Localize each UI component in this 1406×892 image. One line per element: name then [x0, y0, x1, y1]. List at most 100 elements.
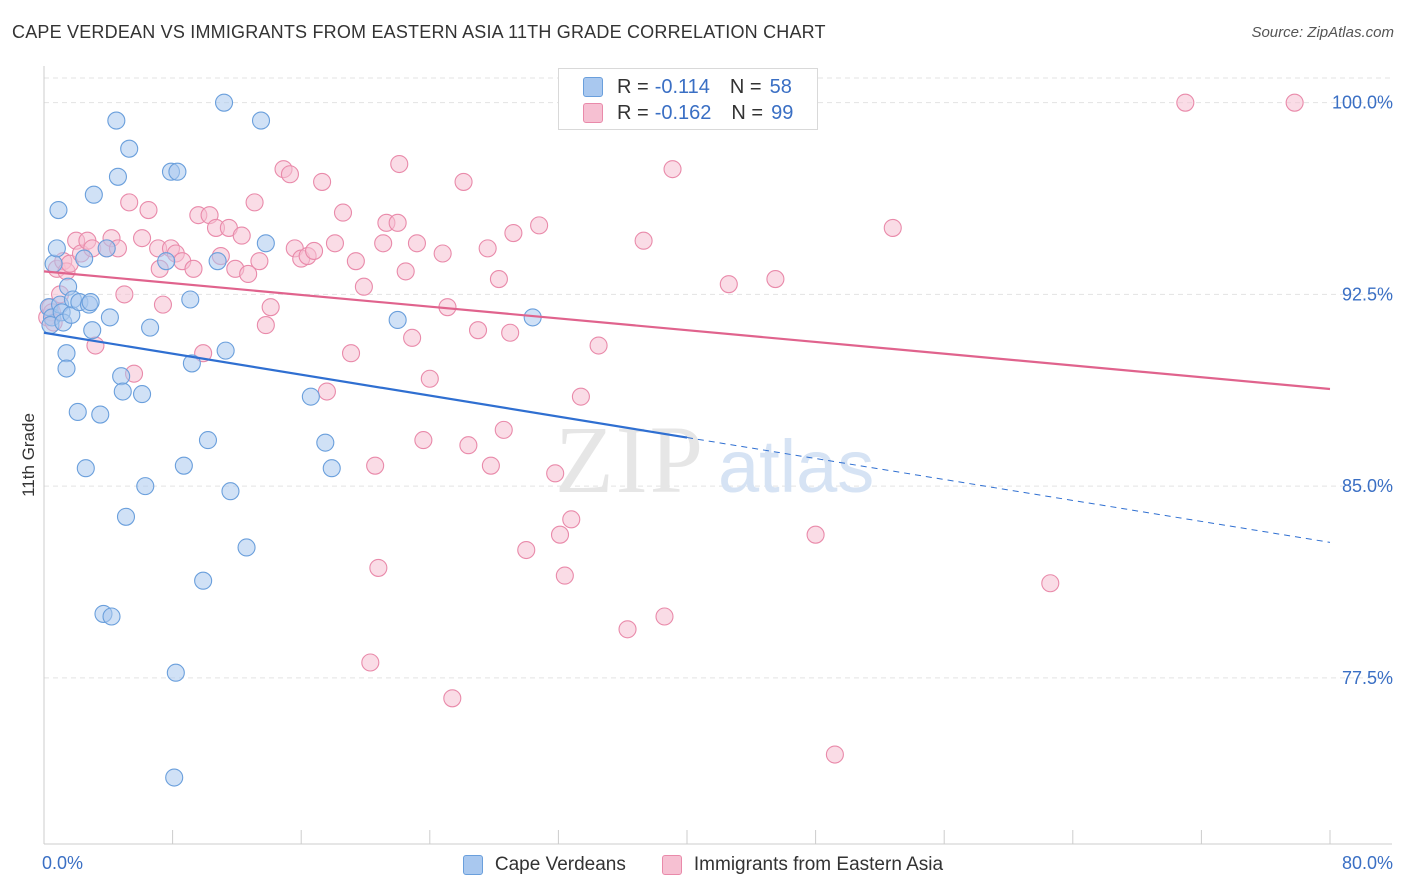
data-point[interactable]	[719, 275, 738, 294]
data-point[interactable]	[214, 93, 234, 112]
data-point[interactable]	[256, 316, 275, 335]
data-point[interactable]	[550, 525, 570, 544]
data-point[interactable]	[221, 482, 240, 501]
data-point[interactable]	[501, 323, 520, 342]
data-point[interactable]	[120, 193, 139, 212]
data-point[interactable]	[1285, 93, 1304, 112]
data-point[interactable]	[459, 436, 478, 455]
data-point[interactable]	[403, 328, 422, 347]
data-point[interactable]	[75, 249, 94, 268]
data-point[interactable]	[57, 344, 76, 363]
data-point[interactable]	[1041, 574, 1060, 593]
data-point[interactable]	[182, 354, 201, 373]
data-point[interactable]	[47, 239, 66, 258]
data-point[interactable]	[504, 223, 523, 243]
data-point[interactable]	[454, 172, 473, 191]
data-point[interactable]	[663, 160, 682, 179]
data-point[interactable]	[494, 420, 513, 439]
data-point[interactable]	[883, 218, 902, 237]
data-point[interactable]	[655, 607, 674, 626]
data-point[interactable]	[194, 571, 213, 590]
data-point[interactable]	[198, 431, 218, 450]
legend-item-eastern-asia[interactable]: Immigrants from Eastern Asia	[661, 854, 943, 876]
data-point[interactable]	[390, 154, 409, 174]
data-point[interactable]	[232, 226, 251, 245]
data-point[interactable]	[443, 689, 462, 708]
data-point[interactable]	[168, 162, 187, 181]
data-point[interactable]	[301, 387, 320, 406]
data-point[interactable]	[184, 259, 203, 278]
data-point[interactable]	[107, 111, 126, 130]
data-point[interactable]	[333, 203, 353, 222]
data-point[interactable]	[102, 607, 121, 626]
data-point[interactable]	[100, 308, 119, 327]
data-point[interactable]	[322, 459, 341, 478]
data-point[interactable]	[305, 241, 324, 260]
data-point[interactable]	[245, 193, 264, 212]
data-point[interactable]	[478, 239, 497, 258]
data-point[interactable]	[481, 456, 500, 475]
data-point[interactable]	[468, 321, 488, 340]
data-point[interactable]	[139, 200, 158, 220]
data-point[interactable]	[141, 318, 160, 337]
data-point[interactable]	[396, 262, 415, 281]
data-point[interactable]	[97, 239, 116, 258]
data-point[interactable]	[216, 341, 235, 360]
data-point[interactable]	[317, 382, 336, 401]
data-point[interactable]	[83, 321, 102, 340]
data-point[interactable]	[366, 456, 385, 475]
data-point[interactable]	[44, 254, 63, 273]
data-point[interactable]	[68, 402, 87, 422]
legend-item-cape-verdeans[interactable]: Cape Verdeans	[462, 854, 626, 876]
data-point[interactable]	[634, 231, 653, 250]
data-point[interactable]	[261, 298, 280, 317]
data-point[interactable]	[346, 252, 365, 271]
data-point[interactable]	[153, 295, 173, 314]
data-point[interactable]	[250, 252, 269, 271]
data-point[interactable]	[239, 264, 258, 283]
data-point[interactable]	[133, 229, 152, 248]
data-point[interactable]	[57, 359, 76, 378]
data-point[interactable]	[120, 139, 139, 158]
data-point[interactable]	[325, 234, 345, 253]
data-point[interactable]	[280, 165, 299, 184]
data-point[interactable]	[84, 185, 103, 204]
data-point[interactable]	[825, 745, 844, 764]
data-point[interactable]	[407, 234, 426, 253]
data-point[interactable]	[133, 385, 152, 404]
data-point[interactable]	[489, 270, 508, 289]
data-point[interactable]	[81, 293, 100, 312]
data-point[interactable]	[251, 111, 271, 130]
data-point[interactable]	[806, 525, 825, 544]
data-point[interactable]	[316, 433, 335, 452]
data-point[interactable]	[555, 566, 574, 585]
data-point[interactable]	[388, 310, 407, 330]
data-point[interactable]	[517, 540, 536, 560]
data-point[interactable]	[108, 167, 127, 186]
data-point[interactable]	[208, 252, 227, 271]
data-point[interactable]	[354, 277, 373, 296]
data-point[interactable]	[165, 768, 184, 787]
data-point[interactable]	[157, 252, 176, 271]
data-point[interactable]	[414, 431, 433, 450]
data-point[interactable]	[181, 290, 200, 309]
data-point[interactable]	[618, 620, 637, 639]
data-point[interactable]	[341, 344, 361, 363]
data-point[interactable]	[116, 507, 136, 526]
data-point[interactable]	[530, 216, 549, 235]
data-point[interactable]	[571, 387, 590, 406]
data-point[interactable]	[256, 234, 275, 253]
data-point[interactable]	[546, 464, 565, 483]
data-point[interactable]	[369, 558, 388, 577]
data-point[interactable]	[1176, 93, 1195, 112]
data-point[interactable]	[589, 336, 608, 355]
data-point[interactable]	[136, 477, 155, 496]
data-point[interactable]	[166, 663, 185, 682]
data-point[interactable]	[433, 244, 452, 263]
data-point[interactable]	[115, 285, 134, 304]
data-point[interactable]	[374, 234, 393, 253]
data-point[interactable]	[91, 405, 110, 424]
data-point[interactable]	[420, 369, 439, 388]
data-point[interactable]	[313, 172, 332, 191]
data-point[interactable]	[237, 538, 256, 557]
